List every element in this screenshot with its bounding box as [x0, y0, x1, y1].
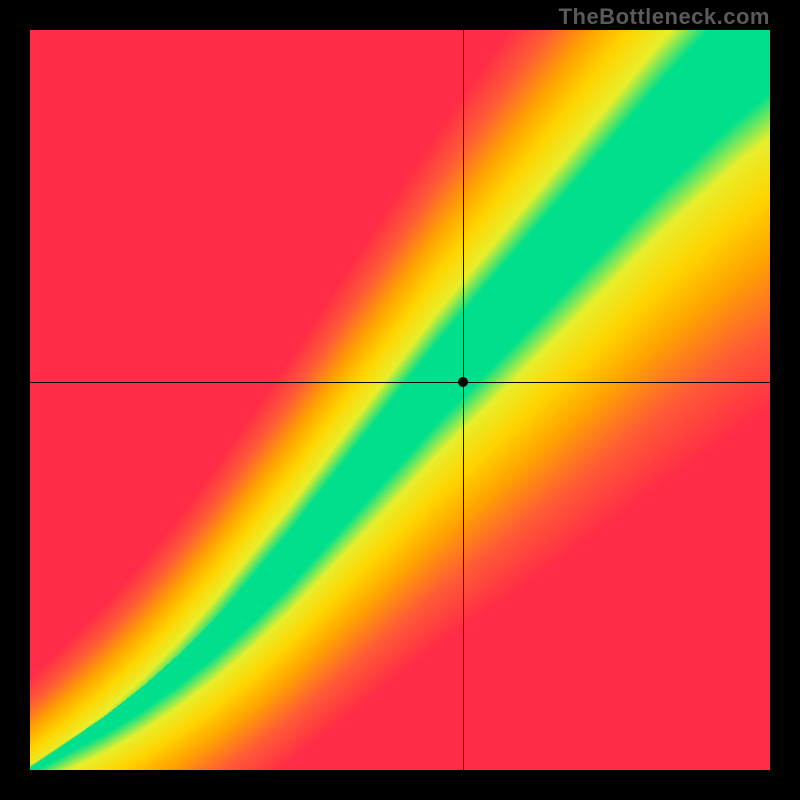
- crosshair-marker: [458, 377, 468, 387]
- heatmap-plot: [30, 30, 770, 770]
- crosshair-horizontal: [30, 382, 770, 383]
- watermark-text: TheBottleneck.com: [559, 4, 770, 30]
- crosshair-vertical: [463, 30, 464, 770]
- heatmap-canvas: [30, 30, 770, 770]
